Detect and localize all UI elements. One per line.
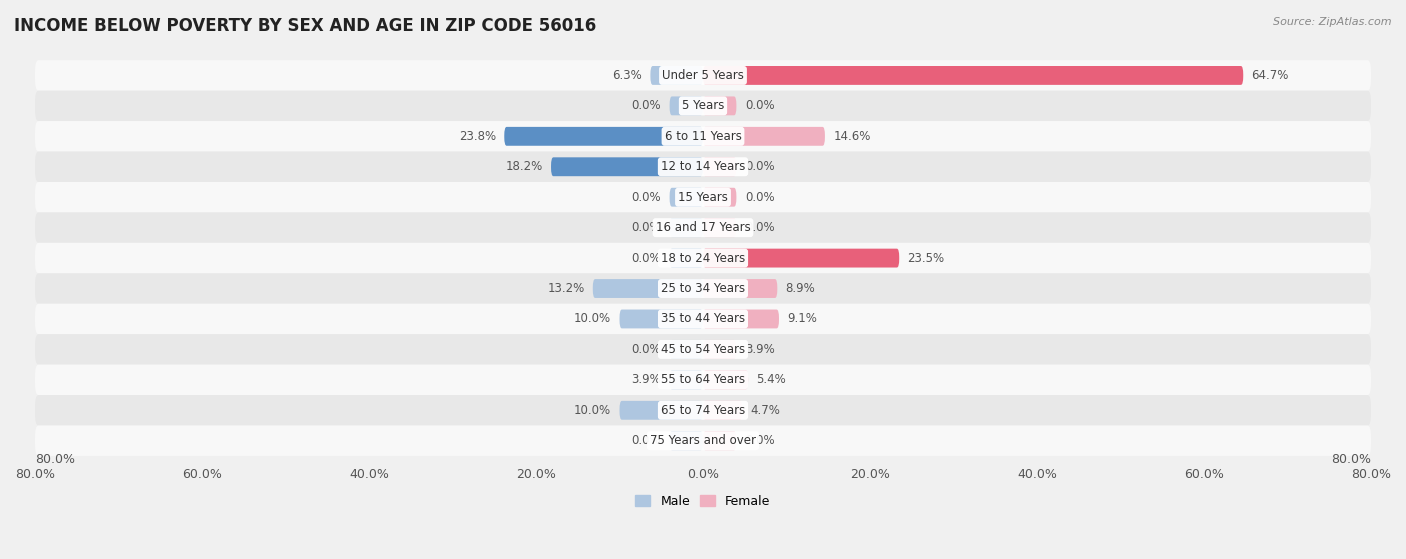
FancyBboxPatch shape xyxy=(703,66,1243,85)
FancyBboxPatch shape xyxy=(703,188,737,207)
Text: 25 to 34 Years: 25 to 34 Years xyxy=(661,282,745,295)
FancyBboxPatch shape xyxy=(505,127,703,146)
FancyBboxPatch shape xyxy=(703,218,737,237)
FancyBboxPatch shape xyxy=(669,432,703,450)
Text: 55 to 64 Years: 55 to 64 Years xyxy=(661,373,745,386)
Text: 16 and 17 Years: 16 and 17 Years xyxy=(655,221,751,234)
Text: 18 to 24 Years: 18 to 24 Years xyxy=(661,252,745,264)
Text: 80.0%: 80.0% xyxy=(35,453,75,466)
Text: 15 Years: 15 Years xyxy=(678,191,728,203)
Text: 5.4%: 5.4% xyxy=(756,373,786,386)
Text: 12 to 14 Years: 12 to 14 Years xyxy=(661,160,745,173)
Text: 14.6%: 14.6% xyxy=(834,130,870,143)
FancyBboxPatch shape xyxy=(35,395,1371,425)
Text: 6 to 11 Years: 6 to 11 Years xyxy=(665,130,741,143)
FancyBboxPatch shape xyxy=(703,279,778,298)
FancyBboxPatch shape xyxy=(35,273,1371,304)
Text: 0.0%: 0.0% xyxy=(745,434,775,447)
Text: 0.0%: 0.0% xyxy=(631,343,661,356)
Text: Under 5 Years: Under 5 Years xyxy=(662,69,744,82)
FancyBboxPatch shape xyxy=(35,151,1371,182)
FancyBboxPatch shape xyxy=(669,97,703,115)
Text: 64.7%: 64.7% xyxy=(1251,69,1289,82)
FancyBboxPatch shape xyxy=(669,249,703,268)
Text: 10.0%: 10.0% xyxy=(574,404,612,417)
FancyBboxPatch shape xyxy=(703,310,779,328)
Text: 3.9%: 3.9% xyxy=(745,343,775,356)
Text: 18.2%: 18.2% xyxy=(505,160,543,173)
Text: 35 to 44 Years: 35 to 44 Years xyxy=(661,312,745,325)
FancyBboxPatch shape xyxy=(620,401,703,420)
Text: 8.9%: 8.9% xyxy=(786,282,815,295)
Text: 0.0%: 0.0% xyxy=(745,160,775,173)
Text: 0.0%: 0.0% xyxy=(631,252,661,264)
FancyBboxPatch shape xyxy=(35,334,1371,364)
Text: 0.0%: 0.0% xyxy=(631,191,661,203)
Text: 9.1%: 9.1% xyxy=(787,312,817,325)
FancyBboxPatch shape xyxy=(651,66,703,85)
Text: 6.3%: 6.3% xyxy=(612,69,643,82)
Text: 0.0%: 0.0% xyxy=(631,100,661,112)
Legend: Male, Female: Male, Female xyxy=(630,490,776,513)
Text: 0.0%: 0.0% xyxy=(745,100,775,112)
FancyBboxPatch shape xyxy=(35,304,1371,334)
FancyBboxPatch shape xyxy=(703,157,737,176)
FancyBboxPatch shape xyxy=(703,97,737,115)
FancyBboxPatch shape xyxy=(35,243,1371,273)
Text: INCOME BELOW POVERTY BY SEX AND AGE IN ZIP CODE 56016: INCOME BELOW POVERTY BY SEX AND AGE IN Z… xyxy=(14,17,596,35)
FancyBboxPatch shape xyxy=(35,425,1371,456)
Text: 75 Years and over: 75 Years and over xyxy=(650,434,756,447)
FancyBboxPatch shape xyxy=(669,218,703,237)
Text: Source: ZipAtlas.com: Source: ZipAtlas.com xyxy=(1274,17,1392,27)
FancyBboxPatch shape xyxy=(703,432,737,450)
Text: 5 Years: 5 Years xyxy=(682,100,724,112)
FancyBboxPatch shape xyxy=(703,127,825,146)
Text: 0.0%: 0.0% xyxy=(745,221,775,234)
Text: 0.0%: 0.0% xyxy=(745,191,775,203)
Text: 45 to 54 Years: 45 to 54 Years xyxy=(661,343,745,356)
Text: 3.9%: 3.9% xyxy=(631,373,661,386)
FancyBboxPatch shape xyxy=(35,182,1371,212)
Text: 65 to 74 Years: 65 to 74 Years xyxy=(661,404,745,417)
FancyBboxPatch shape xyxy=(703,401,742,420)
Text: 23.5%: 23.5% xyxy=(908,252,945,264)
Text: 0.0%: 0.0% xyxy=(631,434,661,447)
FancyBboxPatch shape xyxy=(35,121,1371,151)
FancyBboxPatch shape xyxy=(35,212,1371,243)
FancyBboxPatch shape xyxy=(593,279,703,298)
FancyBboxPatch shape xyxy=(35,364,1371,395)
FancyBboxPatch shape xyxy=(551,157,703,176)
Text: 23.8%: 23.8% xyxy=(458,130,496,143)
FancyBboxPatch shape xyxy=(703,340,737,359)
FancyBboxPatch shape xyxy=(669,340,703,359)
FancyBboxPatch shape xyxy=(620,310,703,328)
Text: 10.0%: 10.0% xyxy=(574,312,612,325)
FancyBboxPatch shape xyxy=(669,371,703,389)
FancyBboxPatch shape xyxy=(669,188,703,207)
FancyBboxPatch shape xyxy=(35,91,1371,121)
Text: 0.0%: 0.0% xyxy=(631,221,661,234)
Text: 13.2%: 13.2% xyxy=(547,282,585,295)
FancyBboxPatch shape xyxy=(35,60,1371,91)
FancyBboxPatch shape xyxy=(703,249,900,268)
Text: 4.7%: 4.7% xyxy=(751,404,780,417)
FancyBboxPatch shape xyxy=(703,371,748,389)
Text: 80.0%: 80.0% xyxy=(1331,453,1371,466)
